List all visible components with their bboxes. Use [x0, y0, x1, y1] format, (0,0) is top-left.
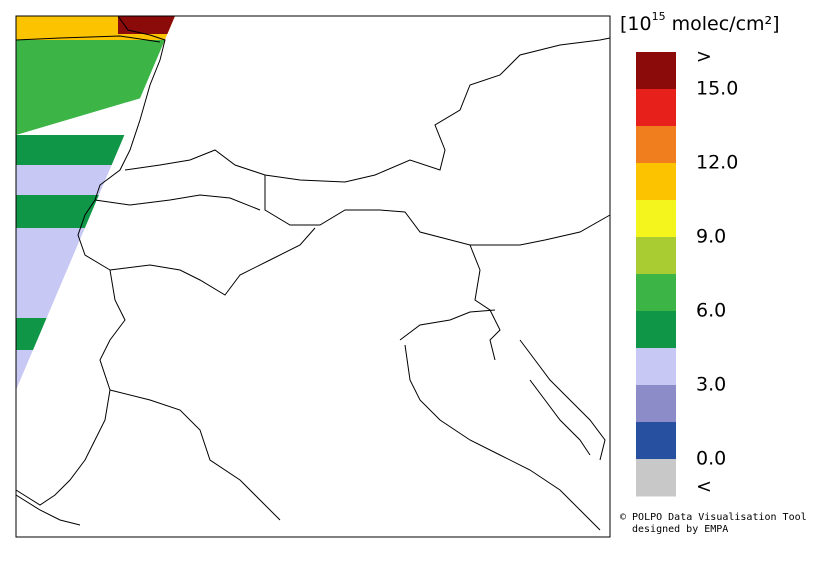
- credit-line: designed by EMPA: [632, 524, 728, 535]
- colorbar-swatch: [636, 348, 676, 386]
- colorbar-tick-label: 12.0: [696, 152, 738, 174]
- colorbar-swatch: [636, 163, 676, 201]
- colorbar: 15.0 12.0 9.0 6.0 3.0 0.0 > <: [636, 46, 738, 498]
- colorbar-swatch: [636, 237, 676, 275]
- colorbar-swatch: [636, 126, 676, 164]
- map-outlines: [15, 15, 611, 531]
- colorbar-swatch: [636, 385, 676, 423]
- colorbar-tick-label: 15.0: [696, 78, 738, 100]
- colorbar-swatch: [636, 200, 676, 238]
- legend-title: [1015 molec/cm²]: [620, 10, 780, 35]
- colorbar-swatch: [636, 459, 676, 497]
- colorbar-tick-label: 3.0: [696, 374, 726, 396]
- colorbar-tick-label: 9.0: [696, 226, 726, 248]
- map-frame: [15, 15, 611, 538]
- colorbar-swatch: [636, 274, 676, 312]
- colorbar-tick-label: 6.0: [696, 300, 726, 322]
- satellite-swath: [16, 16, 175, 390]
- legend-title-unit: molec/cm²]: [666, 13, 780, 35]
- colorbar-swatch: [636, 52, 676, 90]
- legend-title-exponent: 15: [652, 10, 666, 23]
- colorbar-under-label: <: [696, 476, 712, 498]
- colorbar-tick-label: 0.0: [696, 448, 726, 470]
- legend-title-base: [10: [620, 13, 652, 35]
- colorbar-swatch: [636, 311, 676, 349]
- credit-line: © POLPO Data Visualisation Tool: [620, 512, 807, 523]
- colorbar-swatch: [636, 89, 676, 127]
- colorbar-over-label: >: [696, 46, 712, 68]
- colorbar-swatch: [636, 422, 676, 460]
